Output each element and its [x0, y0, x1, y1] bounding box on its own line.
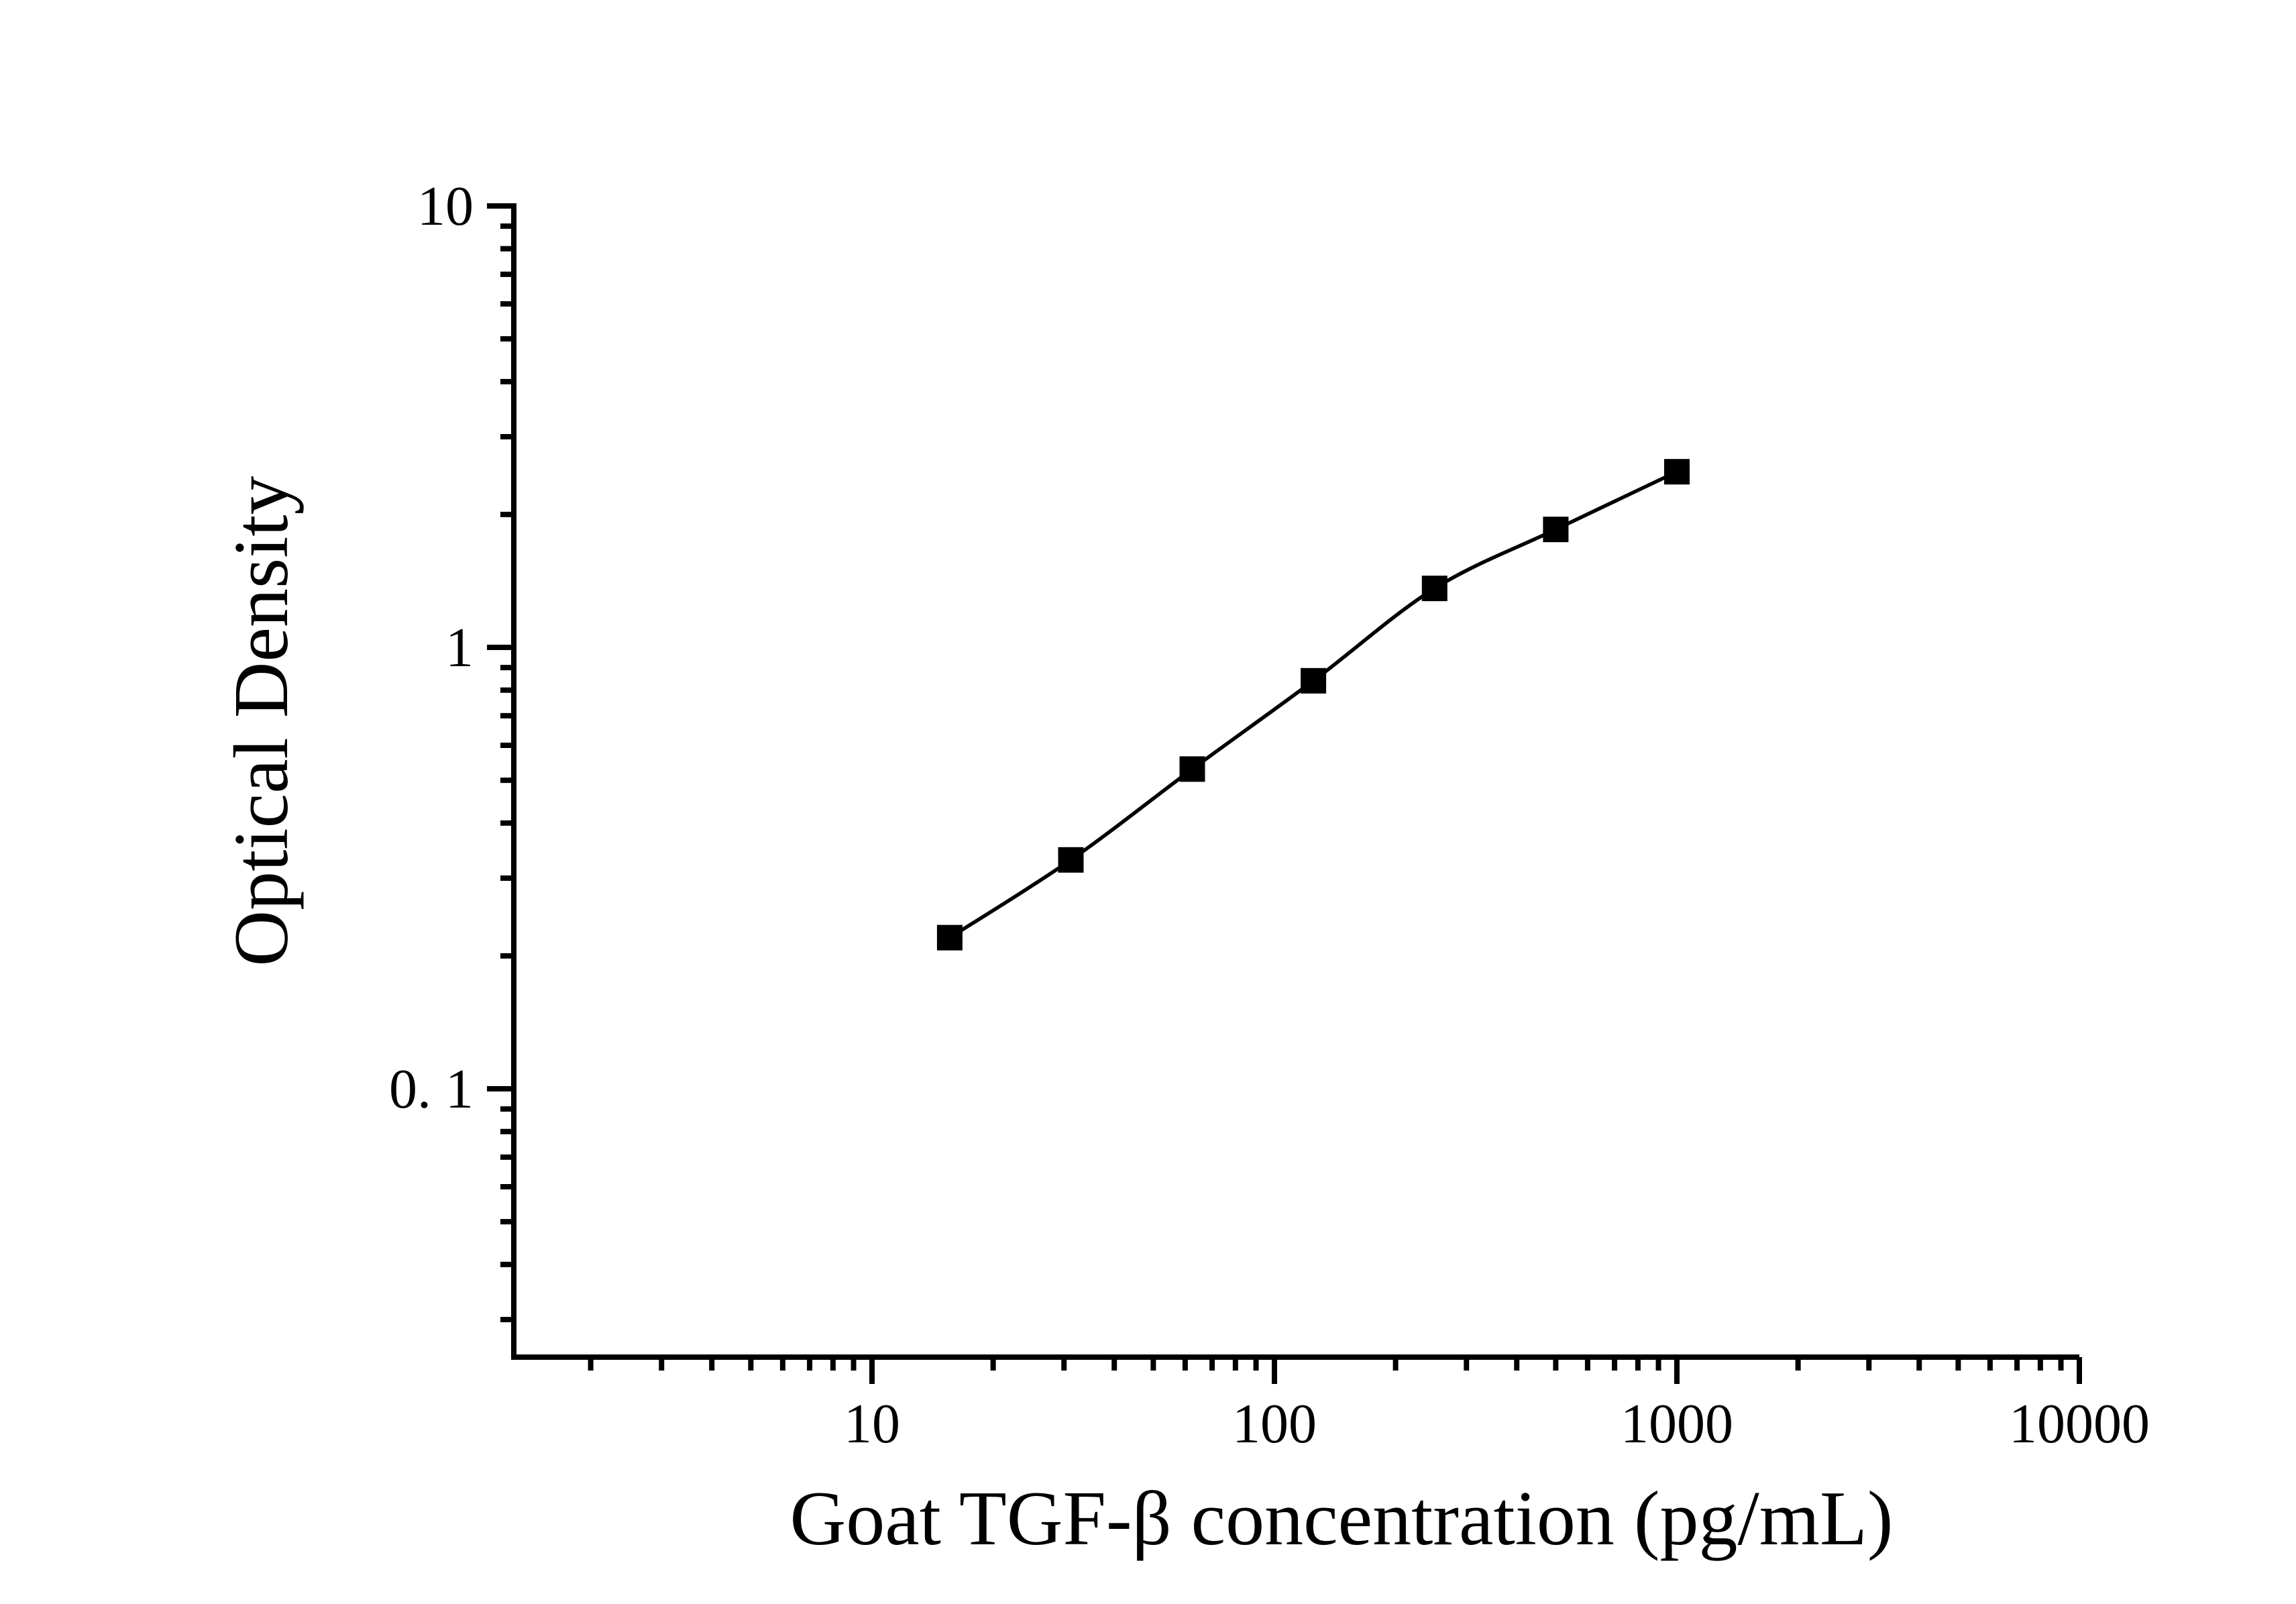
axes	[511, 203, 2079, 1360]
y-tick-label: 1	[445, 617, 474, 679]
y-axis-title: Optical Density	[219, 476, 305, 966]
data-point-square-marker	[936, 924, 963, 951]
x-tick-label: 100	[1232, 1393, 1317, 1455]
data-point-square-marker	[1179, 756, 1205, 782]
data-point-square-marker	[1301, 667, 1327, 694]
data-point-square-marker	[1664, 459, 1690, 485]
data-series	[936, 459, 1690, 951]
data-point-square-marker	[1421, 576, 1447, 602]
x-tick-label: 10	[844, 1393, 900, 1455]
y-tick-label: 10	[417, 175, 474, 237]
x-tick-label: 10000	[2009, 1393, 2150, 1455]
x-axis-title: Goat TGF-β concentration (pg/mL)	[789, 1476, 1893, 1562]
tick-labels: 10 1 0. 1 10 100 1000 10000	[389, 175, 2150, 1455]
axis-lines	[511, 203, 2079, 1360]
data-point-square-marker	[1543, 517, 1569, 543]
x-tick-label: 1000	[1621, 1393, 1733, 1455]
tick-marks	[487, 203, 2082, 1384]
y-tick-label: 0. 1	[389, 1058, 474, 1120]
data-point-square-marker	[1058, 847, 1084, 873]
